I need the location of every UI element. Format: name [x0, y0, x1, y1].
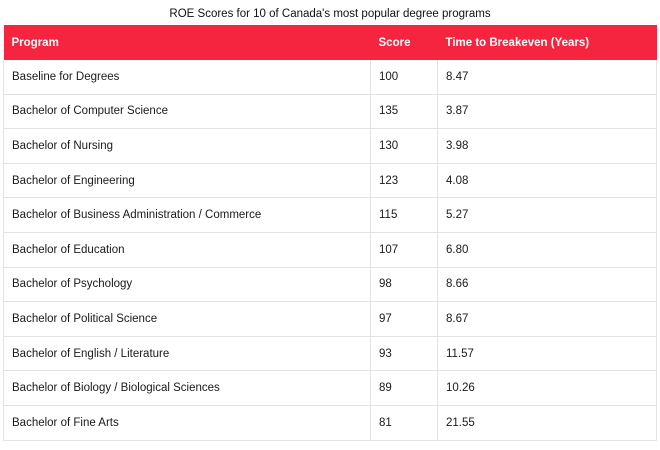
table-row: Bachelor of Engineering 123 4.08 — [3, 163, 657, 199]
cell-time-to-breakeven: 6.80 — [437, 232, 657, 268]
column-header-program: Program — [3, 25, 371, 60]
cell-time-to-breakeven: 8.67 — [437, 301, 657, 337]
cell-time-to-breakeven: 3.98 — [437, 128, 657, 164]
table-row: Bachelor of Business Administration / Co… — [3, 197, 657, 233]
table-title: ROE Scores for 10 of Canada's most popul… — [169, 8, 491, 20]
cell-score: 100 — [370, 60, 438, 95]
cell-score: 97 — [370, 301, 438, 337]
cell-program: Bachelor of Fine Arts — [3, 405, 371, 441]
cell-time-to-breakeven: 11.57 — [437, 336, 657, 372]
cell-time-to-breakeven: 4.08 — [437, 163, 657, 199]
cell-score: 135 — [370, 94, 438, 130]
table-row: Baseline for Degrees 100 8.47 — [3, 60, 657, 95]
cell-score: 130 — [370, 128, 438, 164]
table-row: Bachelor of English / Literature 93 11.57 — [3, 336, 657, 372]
cell-score: 89 — [370, 370, 438, 406]
cell-score: 123 — [370, 163, 438, 199]
table-row: Bachelor of Nursing 130 3.98 — [3, 128, 657, 164]
cell-score: 81 — [370, 405, 438, 441]
cell-time-to-breakeven: 8.47 — [437, 60, 657, 95]
cell-program: Bachelor of English / Literature — [3, 336, 371, 372]
cell-time-to-breakeven: 8.66 — [437, 267, 657, 303]
table-row: Bachelor of Computer Science 135 3.87 — [3, 94, 657, 130]
table-row: Bachelor of Biology / Biological Science… — [3, 370, 657, 406]
cell-score: 98 — [370, 267, 438, 303]
table-row: Bachelor of Fine Arts 81 21.55 — [3, 405, 657, 441]
cell-program: Bachelor of Psychology — [3, 267, 371, 303]
column-header-score: Score — [370, 25, 438, 60]
cell-program: Bachelor of Education — [3, 232, 371, 268]
cell-time-to-breakeven: 21.55 — [437, 405, 657, 441]
roe-table: Program Score Time to Breakeven (Years) … — [3, 25, 657, 441]
cell-program: Bachelor of Political Science — [3, 301, 371, 337]
cell-time-to-breakeven: 10.26 — [437, 370, 657, 406]
cell-program: Bachelor of Business Administration / Co… — [3, 197, 371, 233]
roe-table-container: Program Score Time to Breakeven (Years) … — [3, 25, 657, 441]
table-row: Bachelor of Education 107 6.80 — [3, 232, 657, 268]
cell-program: Bachelor of Computer Science — [3, 94, 371, 130]
cell-program: Bachelor of Biology / Biological Science… — [3, 370, 371, 406]
cell-program: Bachelor of Nursing — [3, 128, 371, 164]
table-body: Baseline for Degrees 100 8.47 Bachelor of C… — [3, 60, 657, 441]
column-header-time: Time to Breakeven (Years) — [437, 25, 657, 60]
cell-score: 115 — [370, 197, 438, 233]
table-row: Bachelor of Political Science 97 8.67 — [3, 301, 657, 337]
cell-score: 107 — [370, 232, 438, 268]
cell-program: Bachelor of Engineering — [3, 163, 371, 199]
cell-score: 93 — [370, 336, 438, 372]
cell-time-to-breakeven: 3.87 — [437, 94, 657, 130]
table-row: Bachelor of Psychology 98 8.66 — [3, 267, 657, 303]
table-header-row: Program Score Time to Breakeven (Years) — [3, 25, 657, 60]
cell-time-to-breakeven: 5.27 — [437, 197, 657, 233]
cell-program: Baseline for Degrees — [3, 60, 371, 95]
